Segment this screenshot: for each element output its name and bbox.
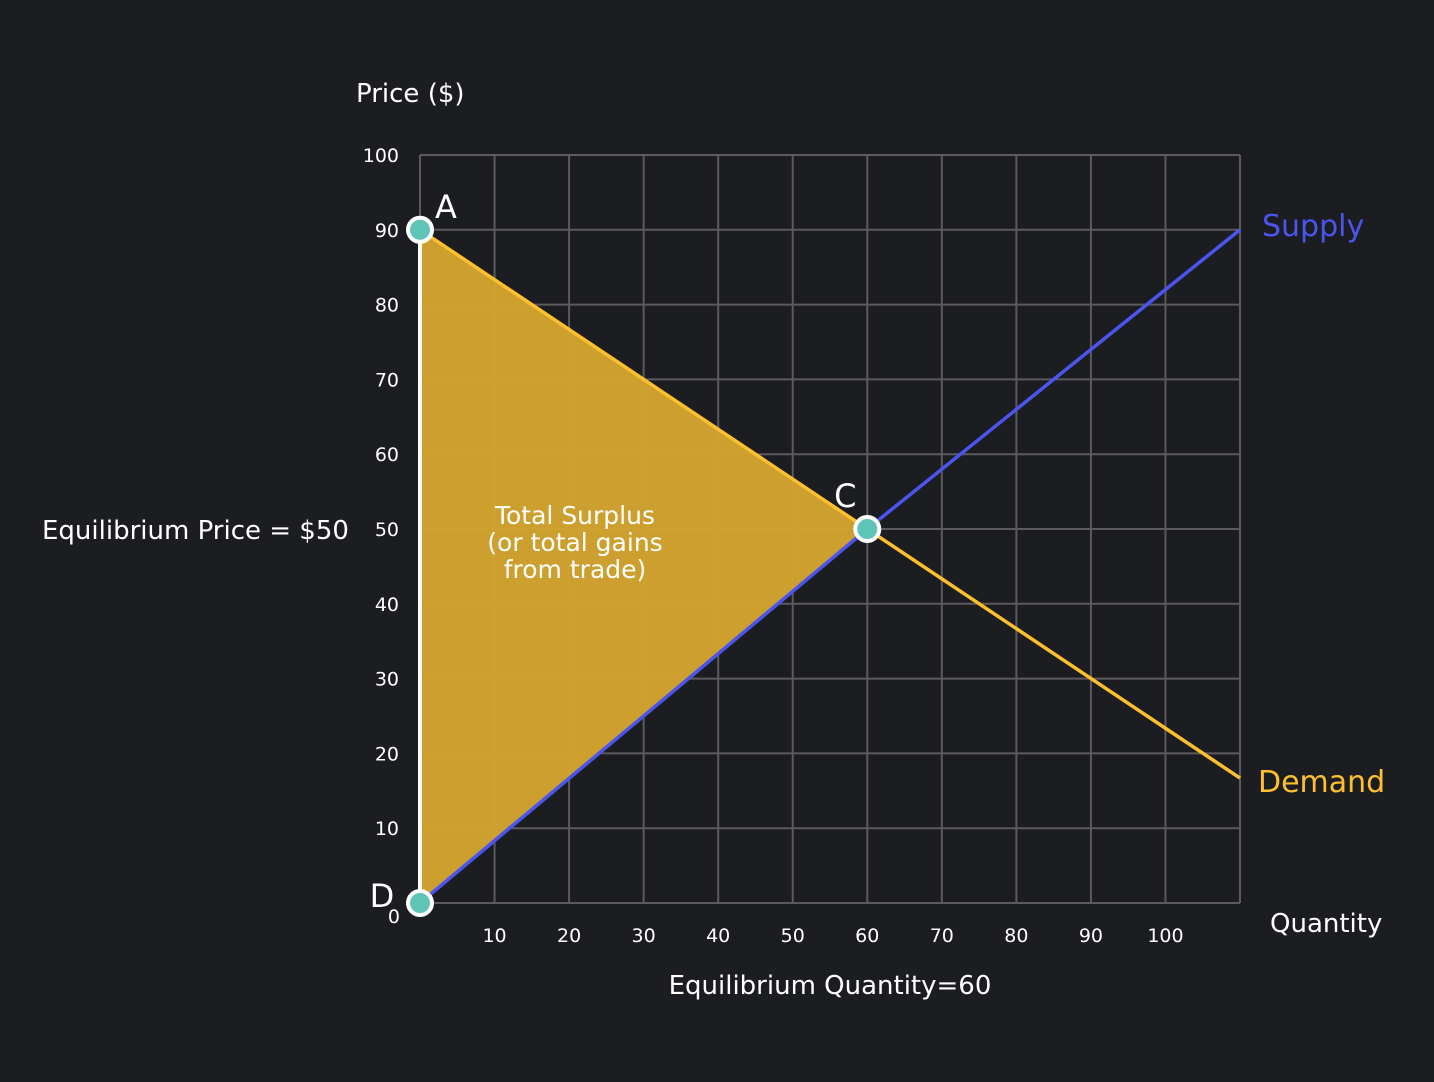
points: A C D: [370, 188, 882, 917]
x-tick-label: 30: [632, 925, 656, 947]
equilibrium-quantity-label: Equilibrium Quantity=60: [669, 971, 992, 1001]
y-tick-label: 50: [375, 519, 399, 541]
y-axis-label: Price ($): [356, 79, 465, 109]
x-tick-label: 80: [1004, 925, 1028, 947]
x-tick-label: 60: [855, 925, 879, 947]
point-label-c: C: [834, 477, 856, 515]
y-tick-label: 10: [375, 818, 399, 840]
y-tick-label: 80: [375, 295, 399, 317]
surplus-label-line-1: Total Surplus: [494, 501, 655, 530]
point-d: [406, 889, 434, 917]
tick-labels: 10 20 30 40 50 60 70 80 90 100 0 10 20 30 40 50 60 70 80 90…: [363, 145, 1184, 947]
point-c: [853, 515, 882, 543]
x-tick-label: 100: [1147, 925, 1183, 947]
x-tick-label: 20: [557, 925, 581, 947]
x-tick-label: 10: [482, 925, 506, 947]
supply-legend-label: Supply: [1262, 209, 1364, 244]
surplus-label-line-3: from trade): [504, 555, 647, 584]
point-label-d: D: [370, 877, 395, 915]
point-a: [406, 215, 434, 244]
demand-legend-label: Demand: [1258, 765, 1385, 800]
total-surplus-area: [420, 229, 868, 904]
shaded-area: [420, 229, 868, 904]
y-tick-label: 60: [375, 444, 399, 466]
y-tick-label: 0: [388, 906, 400, 928]
x-tick-label: 90: [1079, 925, 1103, 947]
x-tick-label: 40: [706, 925, 730, 947]
y-tick-label: 20: [375, 743, 399, 765]
y-tick-label: 90: [375, 220, 399, 242]
x-tick-label: 70: [930, 925, 954, 947]
y-tick-label: 100: [363, 145, 399, 167]
point-label-a: A: [435, 188, 457, 226]
y-tick-label: 30: [375, 669, 399, 691]
x-tick-label: 50: [781, 925, 805, 947]
grid: [419, 154, 1241, 904]
y-tick-label: 40: [375, 594, 399, 616]
equilibrium-price-label: Equilibrium Price = $50: [42, 516, 349, 546]
surplus-label-line-2: (or total gains: [487, 528, 662, 557]
y-tick-label: 70: [375, 369, 399, 391]
x-axis-label: Quantity: [1270, 909, 1382, 939]
